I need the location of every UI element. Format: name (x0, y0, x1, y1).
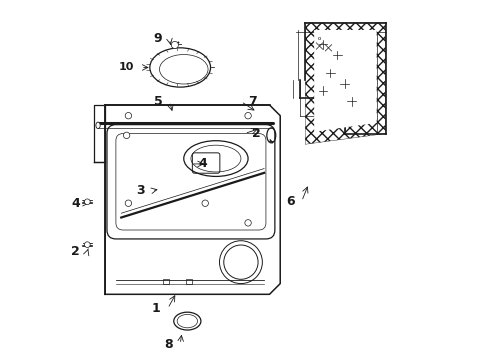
Circle shape (171, 41, 178, 49)
Text: 9: 9 (153, 32, 162, 45)
Circle shape (123, 132, 130, 139)
Circle shape (244, 220, 251, 226)
Text: 2: 2 (251, 127, 260, 140)
Ellipse shape (96, 122, 100, 129)
Circle shape (84, 199, 90, 204)
Bar (163, 279, 168, 284)
Text: 1: 1 (151, 302, 160, 315)
Text: 2: 2 (71, 245, 80, 258)
Text: 4: 4 (198, 157, 206, 170)
Text: 10: 10 (118, 63, 134, 72)
Circle shape (125, 112, 131, 119)
Text: 3: 3 (136, 184, 144, 197)
Text: 6: 6 (285, 195, 294, 208)
Circle shape (202, 200, 208, 206)
Text: 4: 4 (71, 197, 80, 210)
Text: 8: 8 (164, 338, 173, 351)
Bar (186, 279, 192, 284)
Circle shape (84, 242, 90, 248)
Text: 7: 7 (247, 95, 256, 108)
Circle shape (244, 112, 251, 119)
Circle shape (125, 200, 131, 206)
Text: 5: 5 (153, 95, 162, 108)
Polygon shape (313, 30, 376, 132)
Text: o: o (317, 36, 321, 41)
